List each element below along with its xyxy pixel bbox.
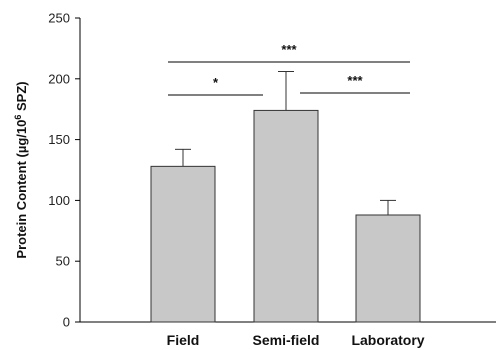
y-axis-label-main: Protein Content (µg/10	[14, 120, 29, 259]
category-label: Semi-field	[253, 332, 320, 348]
y-tick-label: 150	[48, 132, 70, 147]
category-label: Laboratory	[351, 332, 424, 348]
y-tick-label: 50	[56, 254, 70, 269]
significance-label: ***	[281, 42, 297, 57]
bar	[355, 214, 421, 323]
significance-brackets: **** ***	[168, 42, 410, 96]
y-tick-label: 200	[48, 71, 70, 86]
svg-text:Protein Content (µg/106 SPZ): Protein Content (µg/106 SPZ)	[13, 81, 29, 258]
significance-label: ***	[347, 73, 363, 88]
error-bars	[175, 71, 396, 215]
bar	[253, 109, 319, 323]
y-tick-label: 100	[48, 193, 70, 208]
y-tick-label: 250	[48, 11, 70, 26]
bars	[150, 109, 421, 323]
bar	[150, 165, 216, 323]
significance-label: *	[213, 75, 219, 90]
y-axis-label-tail: SPZ)	[14, 81, 29, 114]
y-ticks: 0 50 100 150 200 250	[48, 11, 80, 330]
category-labels: Field Semi-field Laboratory	[167, 332, 425, 348]
category-label: Field	[167, 332, 200, 348]
y-axis-label-superscript: 6	[13, 115, 23, 120]
y-axis-label: Protein Content (µg/106 SPZ)	[13, 81, 29, 258]
y-tick-label: 0	[63, 315, 70, 330]
